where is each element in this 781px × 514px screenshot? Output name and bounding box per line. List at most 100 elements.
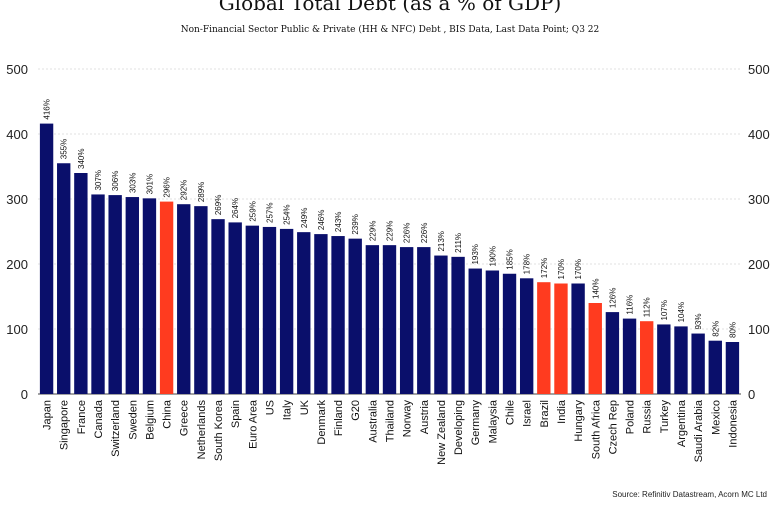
value-label: 416% (43, 99, 52, 119)
bar (297, 232, 311, 394)
y-tick-label-right: 400 (748, 127, 770, 142)
y-tick-label-right: 100 (748, 322, 770, 337)
category-label: New Zealand (436, 400, 448, 465)
category-label: South Korea (213, 399, 225, 461)
y-tick-label-right: 500 (748, 62, 770, 77)
y-axis-right: 0 100 200 300 400 500 (748, 62, 770, 402)
bar (211, 219, 225, 394)
category-label: Canada (93, 399, 105, 438)
y-tick-label-left: 0 (21, 387, 28, 402)
category-label: Malaysia (487, 399, 499, 443)
bar (39, 123, 54, 394)
category-label: China (162, 399, 174, 429)
value-label: 229% (368, 221, 377, 241)
category-label: Thailand (385, 400, 397, 442)
bar (228, 222, 242, 394)
category-label: Germany (470, 400, 482, 446)
value-label: 226% (403, 223, 412, 243)
category-labels: Japan Singapore France Canada Switzerland Swe… (42, 399, 740, 465)
value-label: 340% (77, 149, 86, 169)
y-tick-label-right: 300 (748, 192, 770, 207)
chart-title: Global Total Debt (as a % of GDP) (219, 0, 562, 15)
value-label: 116% (626, 295, 635, 315)
bar (588, 303, 602, 394)
value-label: 112% (643, 297, 652, 317)
y-tick-label-left: 500 (6, 62, 28, 77)
value-label: 269% (214, 195, 223, 215)
bar (674, 326, 688, 394)
category-label: Turkey (659, 400, 671, 434)
bar (485, 270, 500, 394)
value-label: 170% (574, 259, 583, 279)
bar (194, 206, 208, 394)
value-label: 301% (145, 174, 154, 194)
y-tick-label-left: 400 (6, 127, 28, 142)
bar (159, 201, 174, 394)
category-label: Brazil (539, 400, 551, 428)
value-label: 229% (386, 221, 395, 241)
bar (417, 247, 431, 394)
category-label: South Africa (590, 399, 602, 459)
value-label: 264% (231, 198, 240, 218)
y-axis-left: 0 100 200 300 400 500 (6, 62, 28, 402)
value-label: 257% (265, 202, 274, 222)
bar (554, 283, 568, 394)
category-label: Chile (505, 400, 517, 425)
y-tick-label-right: 0 (748, 387, 755, 402)
value-label: 239% (351, 214, 360, 234)
value-label: 140% (591, 279, 600, 299)
bar (434, 255, 448, 394)
bar (314, 234, 328, 394)
y-tick-label-right: 200 (748, 257, 770, 272)
bar (108, 195, 122, 394)
bar (348, 238, 362, 394)
category-label: Belgium (144, 400, 156, 440)
category-label: Spain (230, 400, 242, 428)
bar (657, 324, 671, 394)
value-label: 190% (488, 246, 497, 266)
value-label: 213% (437, 231, 446, 251)
bar (708, 340, 722, 394)
bar (262, 226, 277, 394)
value-label: 289% (197, 182, 206, 202)
value-label: 249% (300, 208, 309, 228)
category-label: Mexico (710, 400, 722, 435)
category-label: Russia (642, 399, 654, 434)
value-label: 126% (608, 288, 617, 308)
value-label: 243% (334, 212, 343, 232)
category-label: Poland (625, 400, 637, 434)
chart-subtitle: Non-Financial Sector Public & Private (H… (181, 24, 599, 35)
value-label: 107% (660, 300, 669, 320)
category-label: Norway (402, 400, 414, 438)
value-label: 292% (180, 180, 189, 200)
bar (125, 197, 139, 394)
bars (39, 123, 740, 394)
value-label: 185% (506, 249, 515, 269)
bar (691, 333, 705, 394)
bar (331, 236, 345, 394)
bar (640, 321, 654, 394)
bar (74, 173, 88, 394)
category-label: Argentina (676, 399, 688, 447)
category-label: Euro Area (247, 399, 259, 449)
category-label: Singapore (59, 400, 71, 450)
value-label: 306% (111, 171, 120, 191)
value-label: 193% (471, 244, 480, 264)
source-note: Source: Refinitiv Datastream, Acorn MC L… (612, 490, 767, 499)
category-label: France (76, 400, 88, 434)
bar (537, 282, 551, 394)
value-labels: 416% 355% 340% 307% 306% 303% 301% 296% 292% 289%… (43, 99, 738, 338)
value-label: 246% (317, 210, 326, 230)
category-label: India (556, 399, 568, 424)
bar (91, 194, 105, 394)
value-label: 226% (420, 223, 429, 243)
bar (725, 342, 740, 394)
bar (399, 247, 414, 394)
bar (365, 245, 380, 394)
value-label: 254% (283, 204, 292, 224)
value-label: 303% (128, 173, 137, 193)
category-label: Italy (282, 400, 294, 421)
category-label: G20 (350, 400, 362, 421)
